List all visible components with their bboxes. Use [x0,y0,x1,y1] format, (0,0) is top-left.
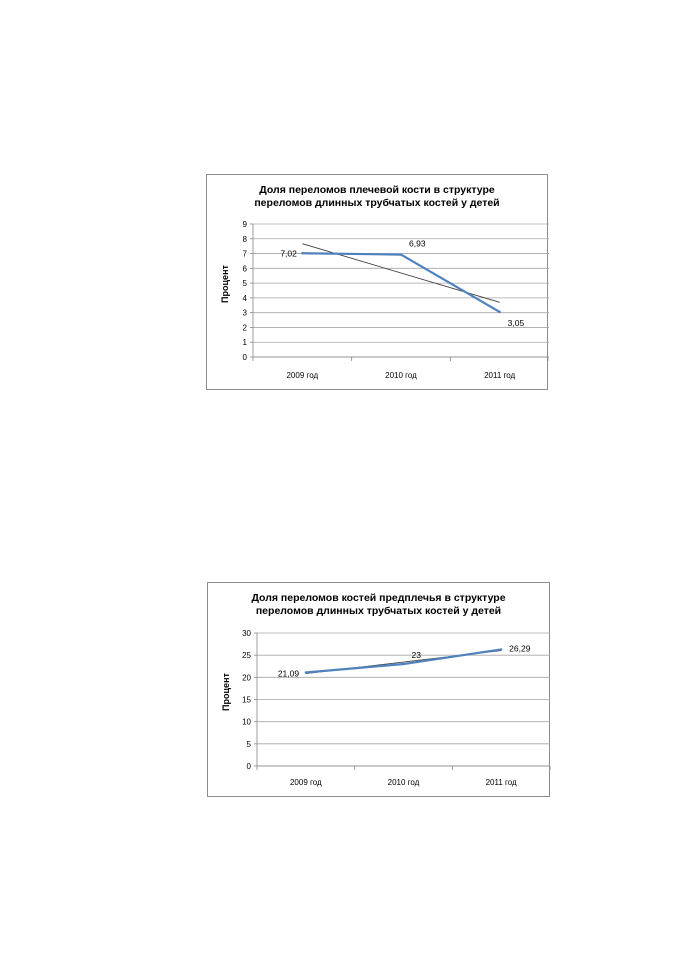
chart-humerus-plot: 0 1 2 3 4 5 6 7 8 9 2009 год 2010 год 2011 год 7,02 6,… [243,220,549,380]
y-tick-label: 4 [243,294,248,303]
x-tick-label: 2009 год [286,371,318,380]
data-label: 26,29 [509,643,531,653]
data-point [399,253,403,256]
x-tick-label: 2011 год [484,371,515,380]
data-point [498,310,501,314]
data-label: 23 [412,650,422,660]
y-tick-label: 10 [242,718,251,727]
y-tick-label: 3 [243,309,248,318]
y-tick-label: 6 [243,264,248,273]
y-tick-label: 20 [242,673,251,682]
series-line [305,648,502,674]
data-point [402,662,405,666]
y-tick-label: 5 [243,279,248,288]
y-tick-label: 25 [242,651,251,660]
y-tick-label: 30 [242,629,251,638]
chart-forearm-plot: 0 5 10 15 20 25 30 2009 год 2010 год 2011 год 21,0… [242,629,551,787]
chart-humerus: 0 1 2 3 4 5 6 7 8 9 2009 год 2010 год 2011 год 7,02 6,… [206,174,549,390]
y-axis-title: Процент [220,265,230,303]
y-tick-label: 0 [247,762,252,771]
data-label: 3,05 [508,318,525,328]
y-axis-title: Процент [221,673,231,711]
x-tick-label: 2011 год [486,778,517,787]
data-point [304,671,308,674]
y-tick-label: 5 [247,740,252,749]
data-label: 21,09 [278,669,300,679]
y-tick-label: 2 [243,323,248,332]
data-point [301,252,304,255]
chart-title: Доля переломов плечевой кости в структур… [254,184,500,209]
x-tick-label: 2010 год [385,371,417,380]
y-tick-label: 1 [243,338,248,347]
data-label: 6,93 [409,239,426,249]
y-tick-label: 9 [243,220,248,229]
chart-title: Доля переломов костей предплечья в струк… [251,592,506,617]
y-tick-label: 8 [243,235,248,244]
y-tick-label: 15 [242,696,251,705]
x-tick-label: 2010 год [388,778,420,787]
data-label: 7,02 [280,248,297,258]
data-point [499,648,503,651]
chart-forearm: 0 5 10 15 20 25 30 2009 год 2010 год 2011 год 21,0… [207,582,551,797]
y-tick-label: 0 [243,353,248,362]
series-line [302,252,501,313]
x-tick-label: 2009 год [290,778,322,787]
y-tick-label: 7 [243,250,248,259]
